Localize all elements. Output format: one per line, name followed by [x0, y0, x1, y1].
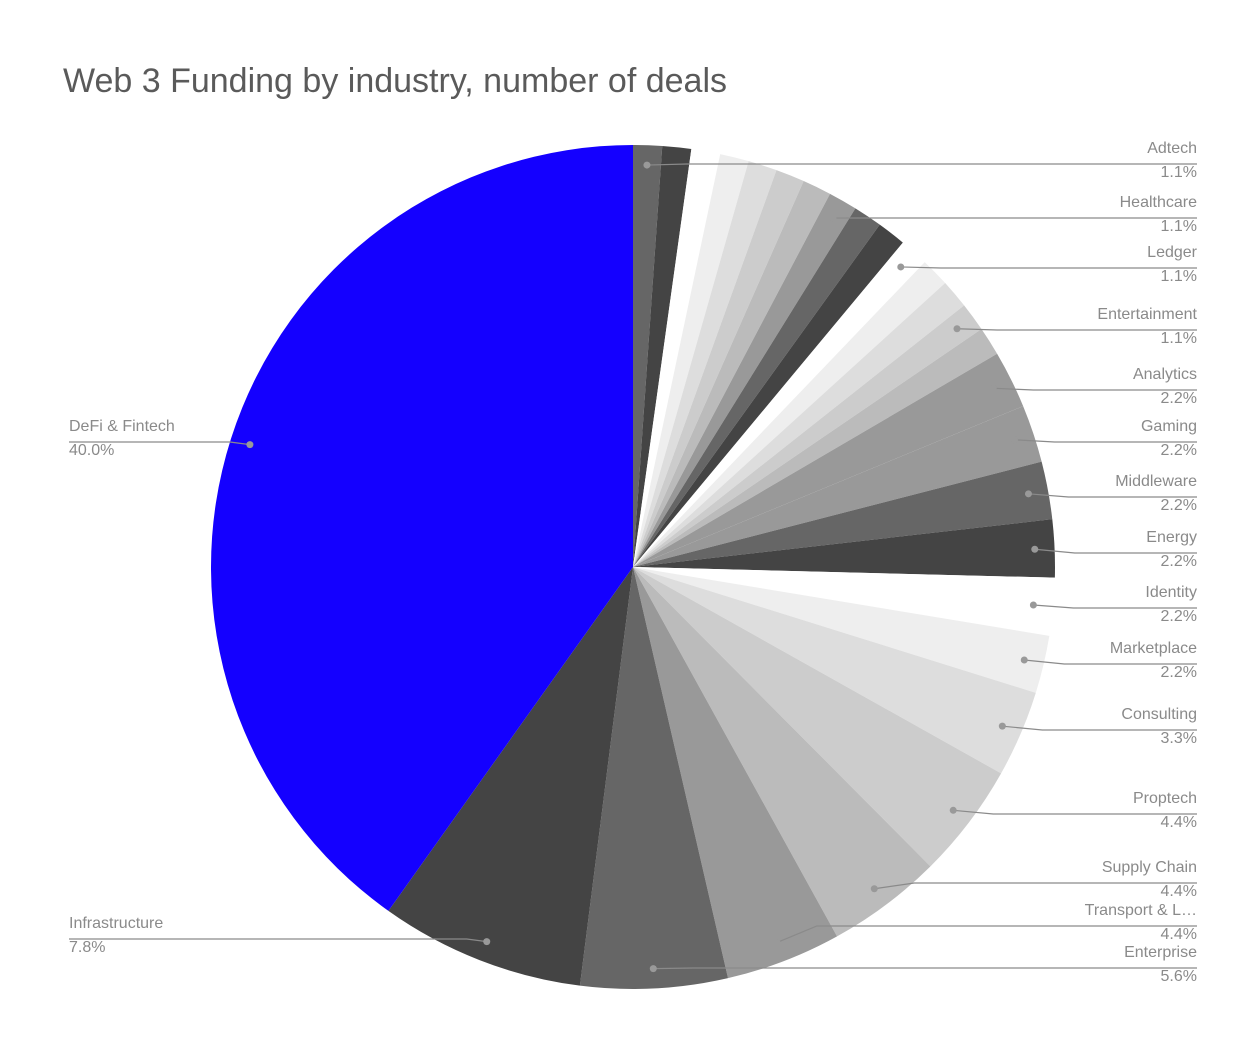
leader-line — [1033, 604, 1197, 609]
pie-slice — [633, 519, 1055, 578]
label-dot — [649, 965, 657, 973]
slice-label: Gaming — [1141, 418, 1197, 435]
leader-line — [1028, 493, 1197, 498]
slice-value-label: 40.0% — [69, 442, 114, 459]
slice-label: Proptech — [1133, 790, 1197, 807]
slice-label: Healthcare — [1120, 194, 1197, 211]
label-dot — [1011, 436, 1019, 444]
pie-slice — [633, 149, 721, 567]
leader-line — [1002, 725, 1197, 731]
pie-slice — [633, 283, 965, 567]
pie-slice — [633, 567, 1055, 636]
pie-slice — [210, 145, 633, 911]
leader-line — [1024, 659, 1197, 665]
slice-value-label: 1.1% — [1161, 218, 1197, 235]
pie-slice — [633, 567, 931, 937]
slice-label: Ledger — [1147, 244, 1197, 261]
leader-line — [69, 441, 250, 446]
pie-slice — [633, 208, 880, 567]
leader-line — [993, 387, 1197, 391]
pie-slice — [633, 567, 1050, 693]
slice-value-label: 5.6% — [1161, 968, 1197, 985]
leader-line — [776, 925, 1197, 944]
label-dot — [643, 161, 651, 169]
pie-slice — [633, 328, 998, 567]
chart-title: Web 3 Funding by industry, number of dea… — [63, 62, 727, 100]
slice-value-label: 2.2% — [1161, 390, 1197, 407]
leader-line — [69, 938, 487, 943]
pie-slice — [633, 181, 831, 567]
slice-label: DeFi & Fintech — [69, 418, 175, 435]
pie-slice — [633, 146, 692, 567]
leader-line — [653, 967, 1197, 970]
label-dot — [246, 441, 254, 449]
slice-label: Identity — [1145, 584, 1197, 601]
pie-slice — [388, 567, 633, 986]
pie-slice — [633, 353, 1024, 567]
label-dot — [897, 263, 905, 271]
leader-line — [956, 328, 1197, 331]
slice-value-label: 2.2% — [1161, 608, 1197, 625]
pie-slice — [633, 262, 946, 567]
label-dot — [773, 939, 781, 947]
pie-slice — [633, 193, 856, 567]
leader-line — [874, 882, 1197, 890]
slice-label: Analytics — [1133, 366, 1197, 383]
label-dot — [1031, 545, 1039, 553]
slice-value-label: 2.2% — [1161, 497, 1197, 514]
label-dot — [953, 325, 961, 333]
label-dot — [829, 214, 837, 222]
slice-value-label: 2.2% — [1161, 664, 1197, 681]
label-dot — [1024, 490, 1032, 498]
pie-slice — [633, 161, 777, 567]
pie-slice — [633, 145, 663, 567]
slice-value-label: 2.2% — [1161, 442, 1197, 459]
pie-slice — [633, 224, 903, 567]
pie-slice — [633, 305, 982, 567]
slice-value-label: 2.2% — [1161, 553, 1197, 570]
pie-slice — [633, 567, 1002, 867]
pie-slice — [633, 242, 925, 567]
leader-line — [1034, 548, 1197, 554]
pie-slice — [633, 170, 804, 567]
slice-label: Transport & L… — [1085, 902, 1197, 919]
slice-label: Middleware — [1115, 473, 1197, 490]
slice-label: Marketplace — [1110, 640, 1197, 657]
slice-value-label: 1.1% — [1161, 268, 1197, 285]
pie-slice — [633, 406, 1042, 567]
label-dot — [483, 938, 491, 946]
slice-value-label: 1.1% — [1161, 330, 1197, 347]
slice-value-label: 4.4% — [1161, 883, 1197, 900]
label-dot — [1020, 656, 1028, 664]
leader-line — [1014, 439, 1197, 443]
label-dot — [1029, 601, 1037, 609]
slice-value-label: 3.3% — [1161, 730, 1197, 747]
slice-label: Entertainment — [1097, 306, 1197, 323]
slice-value-label: 4.4% — [1161, 926, 1197, 943]
leader-line — [953, 809, 1197, 815]
slice-label: Enterprise — [1124, 944, 1197, 961]
slice-label: Consulting — [1121, 706, 1197, 723]
label-dot — [870, 885, 878, 893]
label-dot — [998, 722, 1006, 730]
pie-slice — [633, 567, 1036, 774]
slice-value-label: 4.4% — [1161, 814, 1197, 831]
slice-label: Infrastructure — [69, 915, 163, 932]
slice-value-label: 7.8% — [69, 939, 105, 956]
pie-slice — [579, 567, 729, 989]
slice-label: Energy — [1146, 529, 1197, 546]
slice-label: Adtech — [1147, 140, 1197, 157]
slice-label: Supply Chain — [1102, 859, 1197, 876]
label-dot — [949, 806, 957, 814]
slice-value-label: 1.1% — [1161, 164, 1197, 181]
pie-slice — [633, 567, 838, 979]
label-dot — [989, 384, 997, 392]
leader-line — [646, 163, 1197, 166]
leader-line — [900, 266, 1197, 269]
pie-slice — [633, 461, 1053, 567]
pie-slice — [633, 154, 749, 568]
